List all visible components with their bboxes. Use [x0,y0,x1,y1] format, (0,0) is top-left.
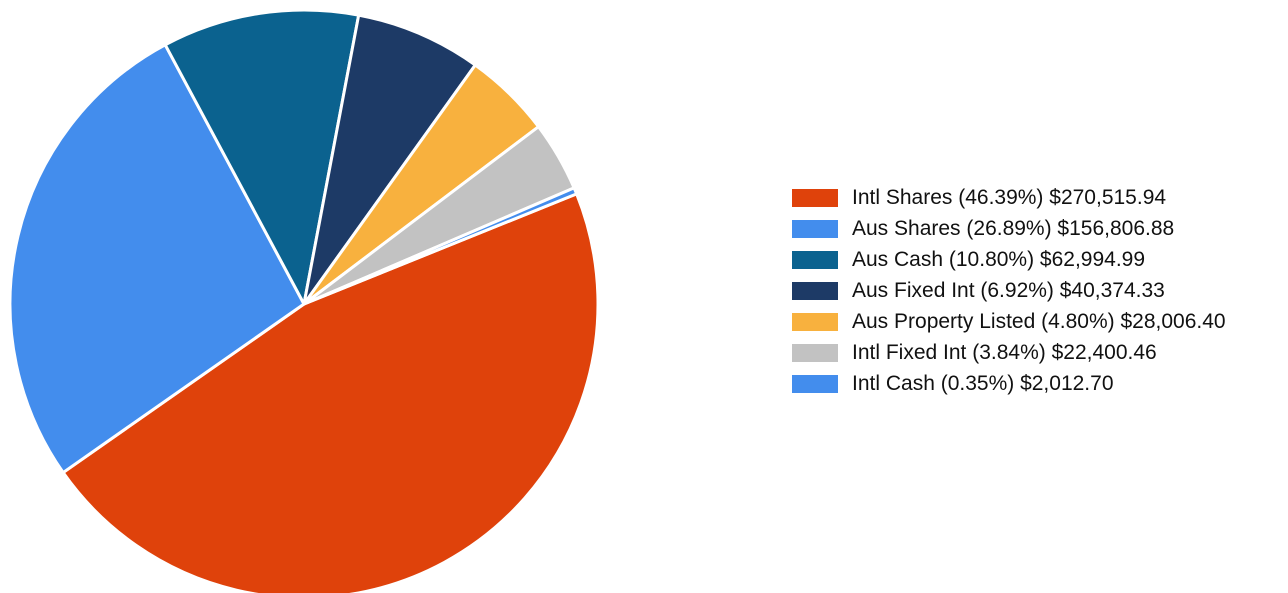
legend-swatch [792,281,838,300]
legend-item-aus-fixed-int: Aus Fixed Int (6.92%) $40,374.33 [792,275,1284,306]
legend-label: Aus Cash (10.80%) $62,994.99 [852,247,1146,271]
legend-item-intl-fixed-int: Intl Fixed Int (3.84%) $22,400.46 [792,337,1284,368]
pie-slices [8,8,600,593]
pie-slice-aus-fixed-int [302,13,477,306]
legend: Intl Shares (46.39%) $270,515.94 Aus Sha… [792,182,1284,399]
legend-swatch [792,219,838,238]
pie-slice-aus-shares [8,43,306,475]
legend-label: Aus Fixed Int (6.92%) $40,374.33 [852,278,1165,302]
legend-item-aus-shares: Aus Shares (26.89%) $156,806.88 [792,213,1284,244]
legend-label: Aus Shares (26.89%) $156,806.88 [852,216,1175,240]
legend-swatch [792,312,838,331]
pie-slice-intl-cash [302,186,579,306]
legend-label: Intl Fixed Int (3.84%) $22,400.46 [852,340,1157,364]
legend-swatch [792,343,838,362]
legend-item-intl-cash: Intl Cash (0.35%) $2,012.70 [792,368,1284,399]
legend-label: Intl Cash (0.35%) $2,012.70 [852,371,1114,395]
legend-item-aus-cash: Aus Cash (10.80%) $62,994.99 [792,244,1284,275]
legend-swatch [792,188,838,207]
pie-slice-aus-cash [163,8,361,306]
legend-swatch [792,250,838,269]
legend-swatch [792,374,838,393]
legend-item-intl-shares: Intl Shares (46.39%) $270,515.94 [792,182,1284,213]
legend-label: Intl Shares (46.39%) $270,515.94 [852,185,1167,209]
legend-item-aus-property-listed: Aus Property Listed (4.80%) $28,006.40 [792,306,1284,337]
pie-slice-intl-shares [61,192,600,593]
legend-label: Aus Property Listed (4.80%) $28,006.40 [852,309,1226,333]
